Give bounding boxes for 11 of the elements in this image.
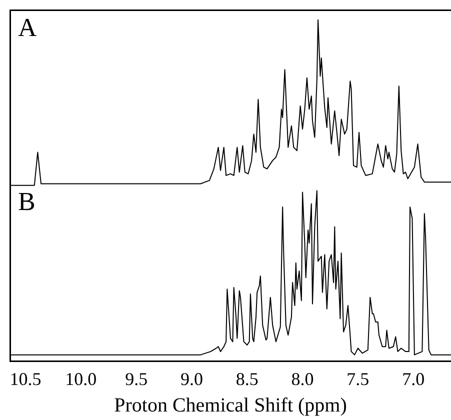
x-tick-label: 9.5 [125, 368, 148, 389]
x-tick-label: 8.5 [236, 368, 258, 389]
x-tick-label: 8.0 [291, 368, 314, 389]
x-tick-label: 7.0 [402, 368, 425, 389]
x-tick-label: 10.0 [65, 368, 97, 389]
chart-title: B [18, 186, 36, 216]
x-axis-title: Proton Chemical Shift (ppm) [114, 394, 347, 416]
x-tick-label: 9.0 [180, 368, 203, 389]
x-tick-label: 10.5 [10, 368, 42, 389]
chart-title: A [18, 12, 37, 42]
x-tick-label: 7.5 [346, 368, 370, 389]
